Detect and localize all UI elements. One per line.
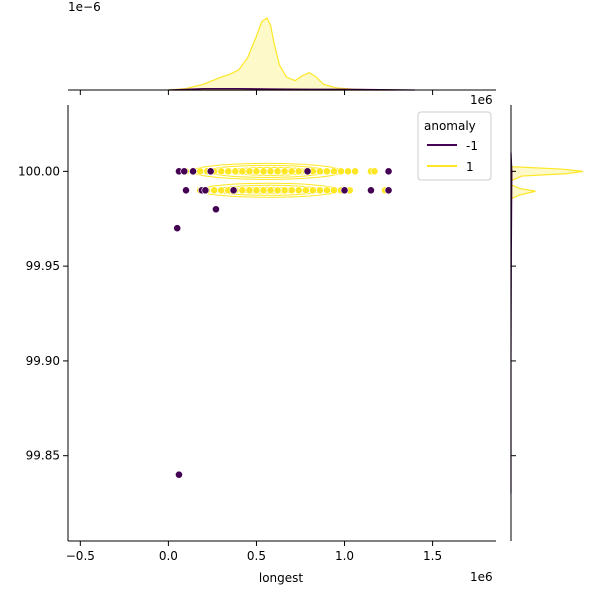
- legend-label-neg1: -1: [466, 139, 478, 153]
- scatter-point-normal: [323, 186, 331, 195]
- scatter-point-normal: [315, 167, 324, 176]
- scatter-point-anomaly: [180, 167, 189, 176]
- scatter-point-anomaly: [340, 186, 349, 195]
- scatter-point-anomaly: [175, 470, 183, 479]
- top-marginal-kde-normal: [168, 17, 398, 91]
- x-tick-label: 1.5: [423, 549, 442, 563]
- scatter-point-normal: [238, 167, 247, 176]
- top-marginal-ticks: [79, 90, 434, 95]
- scatter-point-normal: [210, 186, 219, 195]
- scatter-point-normal: [266, 167, 275, 176]
- legend: anomaly -1 1: [417, 111, 492, 181]
- y-axis-ticks: 99.85 99.90 99.95 100.00: [18, 164, 68, 463]
- scatter-point-normal: [337, 167, 345, 176]
- scatter-point-anomaly: [206, 167, 215, 176]
- x-tick-label: −0.5: [66, 549, 95, 563]
- scatter-point-anomaly: [182, 186, 190, 195]
- top-marginal-kde-group: [168, 17, 415, 91]
- right-marginal-kde-group: [510, 152, 584, 494]
- scatter-point-anomaly: [212, 205, 220, 214]
- scatter-point-normal: [217, 186, 226, 195]
- x-axis-label: longest: [259, 571, 304, 585]
- scatter-point-anomaly: [173, 224, 182, 233]
- y-tick-label: 99.95: [26, 259, 60, 273]
- scatter-point-normal: [323, 167, 331, 176]
- scatter-point-normal: [370, 167, 379, 176]
- legend-title: anomaly: [424, 119, 476, 133]
- x-tick-label: 0.5: [247, 549, 266, 563]
- scatter-point-normal: [294, 167, 303, 176]
- scatter-point-normal: [259, 167, 268, 176]
- x-axis-ticks: −0.5 0.0 0.5 1.0 1.5: [66, 541, 442, 563]
- scatter-point-normal: [259, 186, 268, 195]
- scatter-point-normal: [196, 167, 204, 176]
- right-marginal-kde-normal: [510, 165, 584, 200]
- scatter-point-normal: [266, 186, 275, 195]
- scatter-point-anomaly: [384, 167, 393, 176]
- scatter-point-normal: [330, 186, 338, 195]
- scatter-point-anomaly: [384, 186, 393, 195]
- scatter-point-normal: [252, 186, 261, 195]
- scatter-point-normal: [280, 186, 289, 195]
- legend-label-pos1: 1: [466, 160, 474, 174]
- scatter-point-normal: [224, 167, 233, 176]
- y-tick-label: 100.00: [18, 164, 60, 178]
- right-marginal: [510, 105, 584, 541]
- scatter-point-normal: [231, 167, 240, 176]
- scatter-point-normal: [308, 186, 317, 195]
- scatter-point-normal: [245, 167, 254, 176]
- scatter-point-anomaly: [367, 186, 375, 195]
- y-scale-label: 1e6: [470, 93, 493, 107]
- x-tick-label: 1.0: [335, 549, 354, 563]
- scatter-point-normal: [330, 167, 338, 176]
- y-tick-label: 99.85: [26, 449, 60, 463]
- scatter-point-normal: [294, 186, 303, 195]
- scatter-point-normal: [315, 186, 324, 195]
- x-scale-label: 1e6: [470, 570, 493, 584]
- scatter-point-normal: [273, 186, 282, 195]
- scatter-point-normal: [245, 186, 254, 195]
- scatter-point-anomaly: [303, 167, 312, 176]
- y-tick-label: 99.90: [26, 354, 60, 368]
- top-marginal: [68, 17, 496, 95]
- scatter-point-normal: [351, 167, 359, 176]
- scatter-point-normal: [287, 167, 296, 176]
- scatter-point-anomaly: [229, 186, 238, 195]
- scatter-point-anomaly: [189, 167, 197, 176]
- scatter-point-normal: [287, 186, 296, 195]
- scatter-points: [173, 167, 393, 479]
- scatter-point-normal: [238, 186, 247, 195]
- x-tick-label: 0.0: [159, 549, 178, 563]
- scatter-point-normal: [217, 167, 226, 176]
- top-marginal-scale-label: 1e−6: [68, 0, 101, 14]
- scatter-point-normal: [273, 167, 282, 176]
- scatter-point-normal: [344, 167, 352, 176]
- scatter-point-anomaly: [201, 186, 210, 195]
- right-marginal-ticks: [511, 170, 516, 457]
- scatter-point-normal: [252, 167, 261, 176]
- scatter-point-normal: [301, 186, 310, 195]
- scatter-point-normal: [280, 167, 289, 176]
